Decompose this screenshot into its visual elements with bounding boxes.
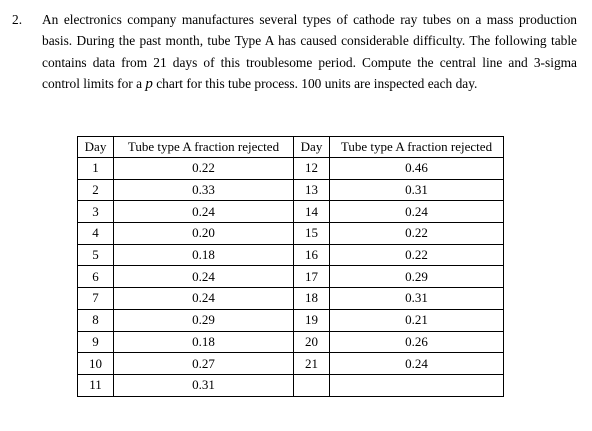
cell-day-2: 18 [293, 287, 330, 310]
cell-day-1: 4 [77, 222, 114, 245]
cell-fraction-2 [329, 373, 504, 397]
p-variable: p [145, 75, 153, 92]
cell-day-2: 13 [293, 178, 330, 202]
header-day-2: Day [293, 136, 330, 158]
table-row: 10 0.27 21 0.24 [77, 352, 504, 375]
table-row: 11 0.31 [77, 373, 504, 397]
cell-fraction-2: 0.21 [329, 308, 504, 332]
cell-day-2: 12 [293, 157, 330, 180]
header-day-1: Day [77, 136, 114, 158]
cell-day-1: 2 [77, 178, 114, 202]
problem-text-part-1: An electronics company manufactures seve… [42, 12, 577, 91]
cell-day-2: 17 [293, 265, 330, 289]
cell-fraction-1: 0.24 [113, 287, 294, 310]
cell-fraction-2: 0.46 [329, 157, 504, 180]
cell-fraction-2: 0.24 [329, 200, 504, 224]
cell-fraction-2: 0.26 [329, 330, 504, 354]
cell-day-2: 19 [293, 308, 330, 332]
cell-day-1: 5 [77, 243, 114, 267]
cell-day-1: 9 [77, 330, 114, 354]
cell-fraction-1: 0.29 [113, 308, 294, 332]
problem-statement: 2. An electronics company manufactures s… [12, 9, 577, 95]
cell-fraction-1: 0.22 [113, 157, 294, 180]
problem-text: An electronics company manufactures seve… [42, 9, 577, 95]
cell-day-1: 11 [77, 373, 114, 397]
table-row: 1 0.22 12 0.46 [77, 157, 504, 180]
cell-fraction-1: 0.20 [113, 222, 294, 245]
table-row: 8 0.29 19 0.21 [77, 308, 504, 332]
cell-day-2: 14 [293, 200, 330, 224]
cell-day-1: 8 [77, 308, 114, 332]
cell-fraction-1: 0.33 [113, 178, 294, 202]
cell-fraction-1: 0.31 [113, 373, 294, 397]
cell-day-1: 3 [77, 200, 114, 224]
cell-fraction-2: 0.29 [329, 265, 504, 289]
table-row: 4 0.20 15 0.22 [77, 222, 504, 245]
data-table: Day Tube type A fraction rejected Day Tu… [77, 136, 504, 397]
cell-day-2 [293, 373, 330, 397]
cell-fraction-2: 0.22 [329, 243, 504, 267]
cell-day-2: 16 [293, 243, 330, 267]
cell-day-1: 10 [77, 352, 114, 375]
cell-day-1: 7 [77, 287, 114, 310]
cell-fraction-2: 0.24 [329, 352, 504, 375]
problem-number: 2. [12, 12, 23, 27]
cell-fraction-2: 0.31 [329, 287, 504, 310]
table-row: 3 0.24 14 0.24 [77, 200, 504, 224]
cell-fraction-1: 0.18 [113, 330, 294, 354]
table-body: 1 0.22 12 0.46 2 0.33 13 0.31 3 0.24 14 0.24 4 0.20 15… [77, 157, 504, 397]
table-row: 9 0.18 20 0.26 [77, 330, 504, 354]
table-row: 2 0.33 13 0.31 [77, 178, 504, 202]
cell-fraction-1: 0.24 [113, 200, 294, 224]
cell-fraction-2: 0.31 [329, 178, 504, 202]
table-row: 7 0.24 18 0.31 [77, 287, 504, 310]
header-fraction-2: Tube type A fraction rejected [329, 136, 504, 158]
cell-fraction-1: 0.27 [113, 352, 294, 375]
table-row: 6 0.24 17 0.29 [77, 265, 504, 289]
problem-text-part-2: chart for this tube process. 100 units a… [152, 75, 478, 91]
cell-day-2: 15 [293, 222, 330, 245]
cell-day-2: 21 [293, 352, 330, 375]
table-header-row: Day Tube type A fraction rejected Day Tu… [77, 136, 504, 158]
cell-day-1: 1 [77, 157, 114, 180]
header-fraction-1: Tube type A fraction rejected [113, 136, 294, 158]
cell-fraction-1: 0.24 [113, 265, 294, 289]
cell-day-1: 6 [77, 265, 114, 289]
cell-fraction-2: 0.22 [329, 222, 504, 245]
cell-day-2: 20 [293, 330, 330, 354]
cell-fraction-1: 0.18 [113, 243, 294, 267]
table-row: 5 0.18 16 0.22 [77, 243, 504, 267]
